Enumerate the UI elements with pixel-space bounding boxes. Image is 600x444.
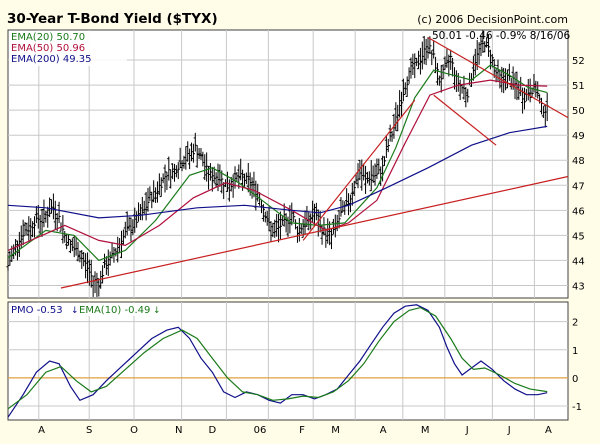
price-y-tick-label: 46 bbox=[572, 206, 585, 217]
price-y-tick-label: 44 bbox=[572, 256, 585, 267]
x-tick-label: N bbox=[175, 425, 182, 436]
price-legend-box bbox=[9, 31, 127, 66]
legend-ema50: EMA(50) 50.96 bbox=[11, 43, 85, 54]
price-y-tick-label: 43 bbox=[572, 281, 585, 292]
ema50-line bbox=[7, 79, 548, 251]
pmo-y-tick-label: 2 bbox=[572, 318, 578, 329]
x-tick-label: D bbox=[209, 425, 217, 436]
price-y-tick-label: 50 bbox=[572, 106, 585, 117]
legend-pmo-ema: EMA(10) -0.49 bbox=[79, 305, 150, 316]
price-layer bbox=[6, 29, 569, 297]
price-y-tick-label: 52 bbox=[572, 56, 585, 67]
x-tick-label: O bbox=[130, 425, 138, 436]
pmo-legend-box bbox=[9, 303, 159, 316]
pmo-y-tick-label: 0 bbox=[572, 374, 578, 385]
pmo-ema10-line bbox=[7, 306, 548, 410]
price-y-tick-label: 51 bbox=[572, 81, 585, 92]
price-y-tick-label: 47 bbox=[572, 181, 585, 192]
legend-ema20: EMA(20) 50.70 bbox=[11, 32, 85, 43]
price-y-tick-label: 48 bbox=[572, 156, 585, 167]
pmo-y-tick-label: 1 bbox=[572, 346, 578, 357]
pmo-ema-down-arrow-icon: ↓ bbox=[153, 306, 161, 316]
x-tick-label: M bbox=[331, 425, 340, 436]
price-panel bbox=[7, 29, 569, 299]
trendline bbox=[433, 94, 497, 146]
pmo-y-tick-label: -1 bbox=[572, 402, 582, 413]
pmo-layer bbox=[7, 304, 548, 418]
price-y-tick-label: 45 bbox=[572, 231, 585, 242]
pmo-panel bbox=[7, 301, 569, 421]
trendline bbox=[60, 175, 569, 289]
x-tick-label: M bbox=[421, 425, 430, 436]
ema200-line bbox=[7, 125, 548, 219]
header-values: 50.01 -0.46 -0.9% 8/16/06 bbox=[432, 30, 571, 42]
trendline bbox=[427, 36, 569, 119]
pmo-down-arrow-icon: ↓ bbox=[71, 306, 79, 316]
x-tick-label: A bbox=[380, 425, 387, 436]
x-tick-label: S bbox=[86, 425, 92, 436]
x-tick-label: J bbox=[507, 425, 511, 436]
x-tick-label: 06 bbox=[254, 425, 267, 436]
chart-title: 30-Year T-Bond Yield ($TYX) bbox=[7, 11, 218, 27]
x-tick-label: A bbox=[545, 425, 552, 436]
x-tick-label: J bbox=[465, 425, 469, 436]
x-tick-label: F bbox=[299, 425, 305, 436]
legend-pmo: PMO -0.53 bbox=[11, 305, 63, 316]
trendline bbox=[302, 99, 416, 241]
x-tick-label: A bbox=[38, 425, 45, 436]
label-layer: A S O N D 06 F M A M J J A 43 44 45 46 47 48 49 50 51 52 -1 0 1 2 bbox=[38, 56, 585, 436]
pmo-line bbox=[7, 304, 548, 418]
price-y-tick-label: 49 bbox=[572, 131, 585, 142]
copyright-text: (c) 2006 DecisionPoint.com bbox=[417, 13, 568, 26]
legend-ema200: EMA(200) 49.35 bbox=[11, 54, 91, 65]
